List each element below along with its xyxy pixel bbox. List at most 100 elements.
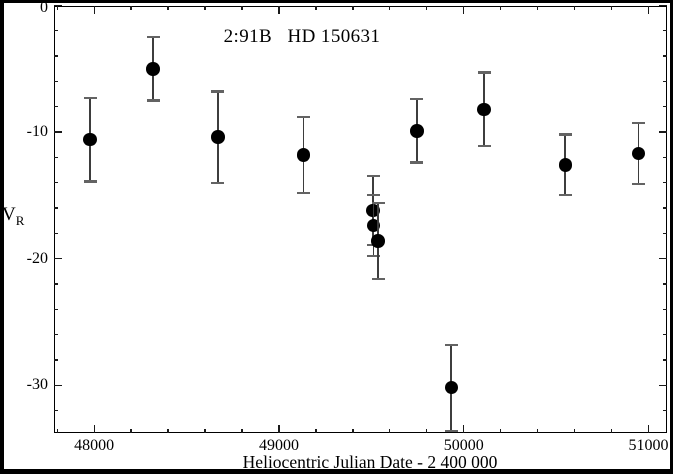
y-minor-tick — [662, 55, 667, 57]
y-minor-tick — [53, 207, 58, 209]
data-point — [477, 102, 491, 117]
data-point — [631, 146, 646, 161]
error-bar-cap — [367, 255, 381, 258]
y-minor-tick — [662, 207, 667, 209]
error-bar-cap — [366, 175, 380, 178]
data-point — [296, 148, 311, 162]
y-minor-tick — [53, 308, 58, 310]
x-minor-tick — [573, 428, 576, 434]
x-minor-tick — [389, 5, 391, 10]
y-axis-label-main: V — [2, 204, 16, 225]
x-minor-tick — [352, 5, 354, 10]
x-major-tick — [463, 5, 465, 14]
error-bar-cap — [477, 71, 491, 74]
y-minor-tick — [53, 182, 58, 184]
figure-border-top — [0, 0, 673, 3]
x-major-tick — [647, 5, 650, 14]
x-major-tick — [647, 425, 650, 434]
x-minor-tick — [426, 5, 428, 10]
x-axis-label: Heliocentric Julian Date - 2 400 000 — [242, 452, 498, 472]
y-minor-tick — [662, 232, 667, 234]
x-tick-label: 48000 — [74, 437, 115, 454]
error-bar-cap — [444, 343, 458, 346]
error-bar-cap — [211, 90, 225, 93]
y-minor-tick — [53, 30, 58, 32]
error-bar-cap — [367, 194, 381, 197]
x-minor-tick — [241, 5, 243, 10]
y-major-tick — [659, 131, 667, 133]
y-axis-label: VR — [2, 204, 24, 229]
y-major-tick — [53, 257, 62, 260]
x-minor-tick — [352, 428, 354, 434]
error-bar-cap — [558, 194, 572, 197]
error-bar-cap — [410, 98, 424, 101]
y-tick-label: 0 — [40, 0, 48, 16]
data-point — [366, 218, 381, 233]
error-bar-cap — [632, 122, 646, 125]
error-bar-cap — [558, 133, 572, 136]
y-minor-tick — [53, 55, 58, 57]
y-minor-tick — [662, 333, 667, 336]
y-minor-tick — [662, 80, 667, 83]
data-point — [410, 124, 424, 138]
y-axis-label-sub: R — [15, 212, 25, 228]
y-minor-tick — [53, 333, 58, 336]
error-bar-cap — [146, 99, 160, 102]
error-bar-cap — [211, 181, 225, 184]
x-minor-tick — [500, 428, 502, 434]
x-minor-tick — [56, 428, 58, 434]
error-bar-cap — [297, 115, 311, 118]
y-minor-tick — [53, 232, 58, 234]
data-point — [83, 132, 97, 147]
plot-area — [53, 5, 667, 434]
x-minor-tick — [500, 5, 502, 10]
error-bar-cap — [83, 96, 97, 99]
y-minor-tick — [662, 30, 667, 32]
y-minor-tick — [662, 106, 667, 108]
x-minor-tick — [426, 428, 428, 434]
figure-border-right — [669, 0, 673, 474]
x-minor-tick — [536, 5, 539, 10]
x-major-tick — [278, 5, 280, 14]
error-bar-cap — [297, 191, 311, 194]
y-major-tick — [659, 257, 667, 260]
data-point — [211, 130, 225, 144]
y-major-tick — [53, 131, 62, 133]
x-minor-tick — [204, 428, 206, 434]
x-major-tick — [463, 425, 465, 434]
x-minor-tick — [56, 5, 58, 10]
x-major-tick — [93, 5, 95, 14]
y-minor-tick — [53, 156, 58, 159]
y-major-tick — [53, 384, 62, 386]
x-tick-label: 51000 — [628, 437, 669, 454]
y-minor-tick — [662, 156, 667, 159]
error-bar-cap — [632, 182, 646, 186]
x-minor-tick — [389, 428, 391, 434]
figure-border-bottom — [0, 469, 673, 474]
data-point — [371, 234, 385, 248]
y-minor-tick — [53, 359, 58, 361]
x-minor-tick — [130, 5, 132, 10]
x-minor-tick — [241, 428, 243, 434]
y-minor-tick — [662, 308, 667, 310]
y-major-tick — [659, 384, 667, 386]
y-minor-tick — [53, 409, 58, 412]
error-bar-cap — [371, 277, 385, 280]
x-tick-label: 49000 — [258, 437, 299, 454]
x-minor-tick — [610, 428, 613, 434]
y-tick-label: -10 — [26, 123, 48, 141]
x-major-tick — [278, 425, 280, 434]
figure-border-left — [0, 0, 4, 474]
y-tick-label: -20 — [26, 249, 48, 267]
y-minor-tick — [53, 283, 58, 285]
y-minor-tick — [53, 80, 58, 83]
error-bar-cap — [371, 201, 385, 205]
chart-title: 2:91B HD 150631 — [223, 26, 381, 47]
y-minor-tick — [662, 359, 667, 361]
x-major-tick — [93, 425, 95, 434]
x-minor-tick — [315, 5, 317, 10]
error-bar-cap — [410, 161, 424, 164]
error-bar-cap — [83, 180, 97, 183]
data-point — [444, 380, 459, 395]
